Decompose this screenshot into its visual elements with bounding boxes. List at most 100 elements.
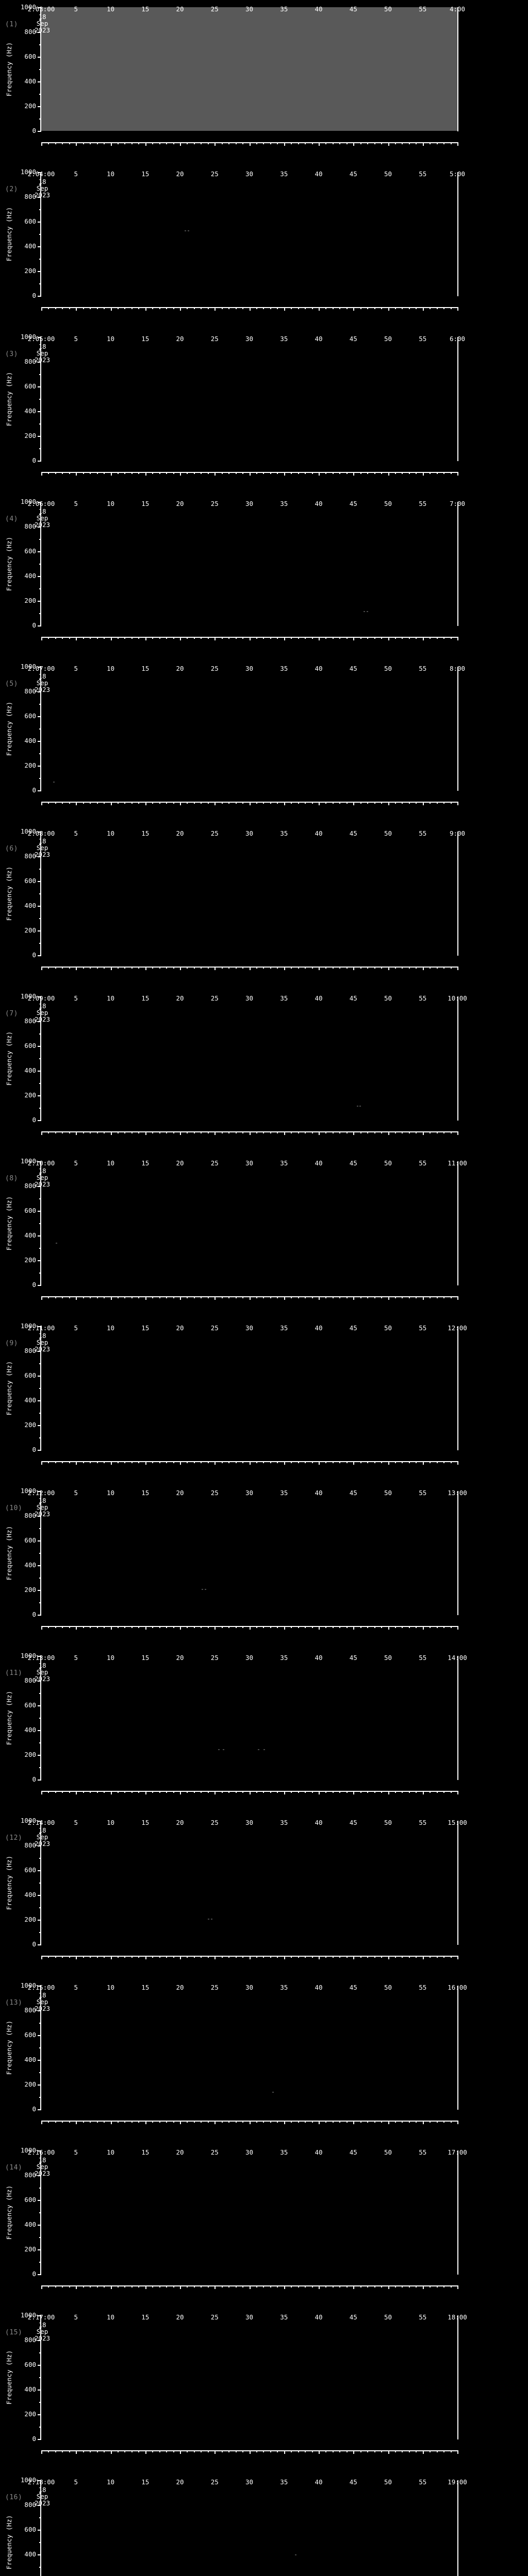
y-tick-minor [39,1858,41,1859]
faint-point [56,1243,58,1244]
x-tick-label: 20 [176,170,184,178]
x-tick-label: 50 [384,1159,392,1167]
panel-3: (3) 0 200 400 600 800 1000 Frequency (Hz) 2:05:0… [0,330,528,495]
x-tick-minor [152,2121,154,2123]
panel-index-label: (4) [5,515,18,523]
y-tick-minor [39,2567,41,2568]
x-tick-major [284,1296,285,1300]
x-tick-minor [55,2285,56,2287]
y-tick-minor [39,1528,41,1529]
x-tick-label: 50 [384,170,392,178]
x-tick-minor [408,1131,410,1133]
x-tick-minor [228,1131,230,1133]
x-tick-minor [207,2285,209,2287]
x-axis-end-label: 4:00 [449,5,466,13]
x-tick-minor [242,1626,244,1628]
x-tick-label: 45 [349,1654,357,1662]
x-tick-minor [443,1296,445,1298]
x-tick-minor [131,2121,133,2123]
x-tick-major [76,1956,77,1959]
x-tick-minor [270,637,271,639]
x-tick-minor [117,307,119,309]
x-tick-major [284,2121,285,2124]
x-tick-minor [90,142,91,144]
x-tick-minor [228,1791,230,1793]
x-tick-major [388,1296,389,1300]
x-tick-minor [298,1791,299,1793]
x-tick-minor [55,2450,56,2452]
x-tick-minor [374,1461,375,1463]
x-tick-minor [228,1296,230,1298]
x-tick-minor [221,1791,223,1793]
x-tick-major [41,1296,42,1300]
x-axis-date-stack: 18 Sep 2023 [35,1332,50,1352]
y-tick-minor [39,2262,41,2263]
x-tick-minor [138,142,140,144]
x-tick-minor [235,802,237,804]
y-tick-label: 0 [32,621,36,629]
x-tick-major [319,2285,320,2289]
x-tick-minor [381,472,383,474]
x-tick-minor [394,1791,396,1793]
y-tick-label: 400 [24,1561,36,1569]
y-tick-major [38,551,41,552]
x-tick-minor [305,637,306,639]
x-tick-major [214,2121,216,2124]
x-tick-minor [82,1791,84,1793]
y-tick-label: 800 [24,1182,36,1190]
y-tick-label: 600 [24,1371,36,1379]
date-line-1: 18 [38,2156,46,2164]
x-tick-minor [402,967,403,969]
x-tick-minor [90,1791,91,1793]
x-tick-label: 5 [74,2313,78,2321]
y-tick-minor [39,1108,41,1109]
x-tick-minor [305,802,306,804]
x-tick-major [41,1461,42,1465]
x-tick-minor [82,472,84,474]
x-tick-minor [69,1296,70,1298]
panel-2: (2) 0 200 400 600 800 1000 Frequency (Hz) 2:04:0… [0,165,528,330]
x-tick-major [319,1956,320,1959]
x-tick-major [353,802,355,805]
panel-index-label: (11) [5,1669,23,1677]
x-tick-minor [416,2285,417,2287]
x-tick-major [284,802,285,805]
y-tick-label: 0 [32,1281,36,1289]
x-tick-label: 5 [74,1984,78,1991]
x-tick-minor [166,472,168,474]
x-tick-minor [48,307,50,309]
x-tick-minor [173,1461,174,1463]
y-tick-minor [39,2493,41,2494]
y-tick-minor [39,1058,41,1059]
y-tick-minor [39,1602,41,1603]
y-tick-major [38,461,41,462]
date-line-2: Sep [36,184,48,192]
x-tick-major [180,1461,181,1465]
faint-point [185,230,187,231]
x-tick-major [388,1626,389,1630]
x-tick-major [76,2285,77,2289]
x-tick-label: 10 [106,1984,115,1991]
x-tick-minor [193,1461,195,1463]
x-tick-minor [436,1791,438,1793]
x-tick-label: 30 [245,1819,254,1826]
x-tick-minor [311,2285,313,2287]
x-tick-minor [235,307,237,309]
plot-area [41,1326,457,1450]
x-tick-major [145,967,146,970]
x-tick-minor [325,2285,327,2287]
x-tick-minor [298,2121,299,2123]
x-tick-minor [117,472,119,474]
x-axis-end-label: 8:00 [449,665,466,672]
x-tick-minor [374,472,375,474]
y-tick-minor [39,1693,41,1694]
x-tick-label: 30 [245,2478,254,2486]
y-tick-label: 600 [24,217,36,225]
x-tick-label: 5 [74,335,78,343]
x-tick-minor [416,1956,417,1958]
x-tick-minor [360,142,361,144]
x-tick-major [353,2121,355,2124]
x-axis-end-label: 7:00 [449,500,466,507]
x-tick-minor [235,1626,237,1628]
faint-point [205,1588,207,1590]
